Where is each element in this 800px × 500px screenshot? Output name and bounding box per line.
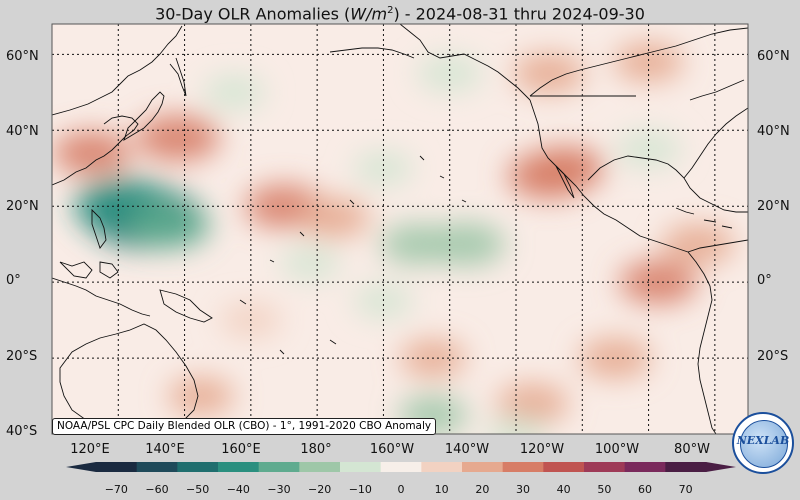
colorbar-tick-label: −50 bbox=[186, 483, 210, 496]
anomaly-blob bbox=[662, 224, 735, 265]
graticule bbox=[52, 24, 748, 434]
lat-label-left: 0° bbox=[6, 273, 21, 288]
colorbar-segment bbox=[96, 462, 138, 472]
globe-icon bbox=[740, 420, 788, 468]
lon-label: 160°W bbox=[369, 442, 415, 457]
anomaly-blob bbox=[168, 377, 235, 415]
colorbar-segment bbox=[299, 462, 341, 472]
coastline-new-guinea bbox=[159, 289, 213, 323]
title-suffix: ) - 2024-08-31 thru 2024-09-30 bbox=[393, 4, 645, 24]
colorbar-segment bbox=[584, 462, 626, 472]
colorbar-segment bbox=[665, 462, 707, 472]
coastline-south-america bbox=[687, 239, 748, 434]
colorbar-tick-label: 60 bbox=[638, 483, 652, 496]
anomaly-blob bbox=[280, 246, 341, 281]
coastline-kamchatka bbox=[169, 57, 187, 97]
colorbar-segment bbox=[177, 462, 219, 472]
colorbar-tick-label: −10 bbox=[348, 483, 372, 496]
coastline-caribbean bbox=[675, 207, 733, 229]
lon-label: 100°W bbox=[594, 442, 640, 457]
colorbar-segment bbox=[136, 462, 178, 472]
colorbar-tick-label: 20 bbox=[475, 483, 490, 496]
anomaly-blob bbox=[496, 383, 569, 424]
data-credit-box: NOAA/PSL CPC Daily Blended OLR (CBO) - 1… bbox=[52, 418, 437, 435]
colorbar bbox=[66, 462, 736, 472]
logo-text: NEXLAB bbox=[736, 434, 790, 447]
anomaly-blob bbox=[513, 53, 586, 94]
lat-label-right: 20°N bbox=[757, 199, 790, 214]
anomaly-blob bbox=[353, 151, 414, 186]
colorbar-segment bbox=[543, 462, 585, 472]
lon-label: 80°W bbox=[674, 442, 710, 457]
anomaly-blob bbox=[203, 74, 266, 110]
lat-label-right: 40°N bbox=[757, 124, 790, 139]
colorbar-segment bbox=[258, 462, 300, 472]
lon-label: 140°W bbox=[444, 442, 490, 457]
coastline-canada bbox=[529, 27, 748, 97]
anomaly-blob bbox=[613, 42, 684, 82]
lat-label-left: 20°S bbox=[6, 349, 38, 364]
anomaly-blob bbox=[579, 338, 652, 379]
lon-label: 120°E bbox=[70, 442, 110, 457]
coastline-philippines bbox=[91, 208, 107, 249]
lat-label-right: 20°S bbox=[757, 349, 789, 364]
colorbar-segment bbox=[421, 462, 463, 472]
colorbar-segment bbox=[462, 462, 504, 472]
colorbar-tick-label: −40 bbox=[226, 483, 250, 496]
coastline-east-coast bbox=[683, 79, 748, 179]
coastline-japan bbox=[123, 91, 165, 142]
colorbar-max-arrow bbox=[706, 462, 736, 472]
lon-label: 120°W bbox=[519, 442, 565, 457]
lat-label-left: 60°N bbox=[6, 49, 39, 64]
nexlab-logo: NEXLAB bbox=[732, 412, 794, 474]
lat-label-left: 40°N bbox=[6, 124, 39, 139]
colorbar-segment bbox=[624, 462, 666, 472]
anomaly-blob bbox=[427, 222, 506, 266]
lat-label-left: 40°S bbox=[6, 424, 38, 439]
colorbar-tick-label: 0 bbox=[397, 483, 405, 496]
map-title: 30-Day OLR Anomalies (W/m2) - 2024-08-31… bbox=[0, 0, 800, 24]
coastline-indonesia bbox=[52, 261, 151, 317]
anomaly-field bbox=[52, 42, 735, 434]
title-prefix: 30-Day OLR Anomalies ( bbox=[155, 4, 351, 24]
anomaly-blob bbox=[52, 131, 131, 175]
colorbar-tick-label: −20 bbox=[308, 483, 332, 496]
colorbar-tick-label: −30 bbox=[267, 483, 291, 496]
lon-label: 140°E bbox=[145, 442, 185, 457]
colorbar-tick-label: 30 bbox=[516, 483, 530, 496]
colorbar-segment bbox=[218, 462, 260, 472]
title-unit-exponent: 2 bbox=[387, 5, 394, 16]
colorbar-tick-label: 10 bbox=[434, 483, 449, 496]
anomaly-blob bbox=[353, 284, 414, 319]
lon-label: 180° bbox=[300, 442, 332, 457]
colorbar-tick-label: 40 bbox=[556, 483, 571, 496]
lon-label: 160°E bbox=[221, 442, 261, 457]
anomaly-blob bbox=[297, 197, 370, 238]
title-unit: W/m bbox=[350, 4, 388, 24]
colorbar-tick-label: 70 bbox=[678, 483, 693, 496]
coastline-baja bbox=[555, 165, 575, 199]
lat-label-right: 0° bbox=[757, 273, 772, 288]
colorbar-segment bbox=[502, 462, 544, 472]
lat-label-right: 60°N bbox=[757, 49, 790, 64]
anomaly-blob bbox=[526, 146, 605, 190]
anomaly-blob bbox=[135, 114, 220, 161]
coastline-gulf-mexico bbox=[587, 155, 748, 213]
colorbar-min-arrow bbox=[66, 462, 96, 472]
lat-label-left: 20°N bbox=[6, 199, 39, 214]
colorbar-tick-label: 50 bbox=[597, 483, 612, 496]
anomaly-blob bbox=[416, 54, 483, 92]
colorbar-segment bbox=[380, 462, 422, 472]
colorbar-tick-label: −70 bbox=[104, 483, 128, 496]
anomaly-blob bbox=[126, 202, 210, 249]
colorbar-tick-label: −60 bbox=[145, 483, 169, 496]
coastline-islands bbox=[239, 155, 467, 355]
coastline-east-asia bbox=[52, 25, 183, 186]
colorbar-segment bbox=[340, 462, 382, 472]
coastline-alaska bbox=[399, 24, 531, 101]
coastline-west-coast bbox=[529, 99, 689, 253]
